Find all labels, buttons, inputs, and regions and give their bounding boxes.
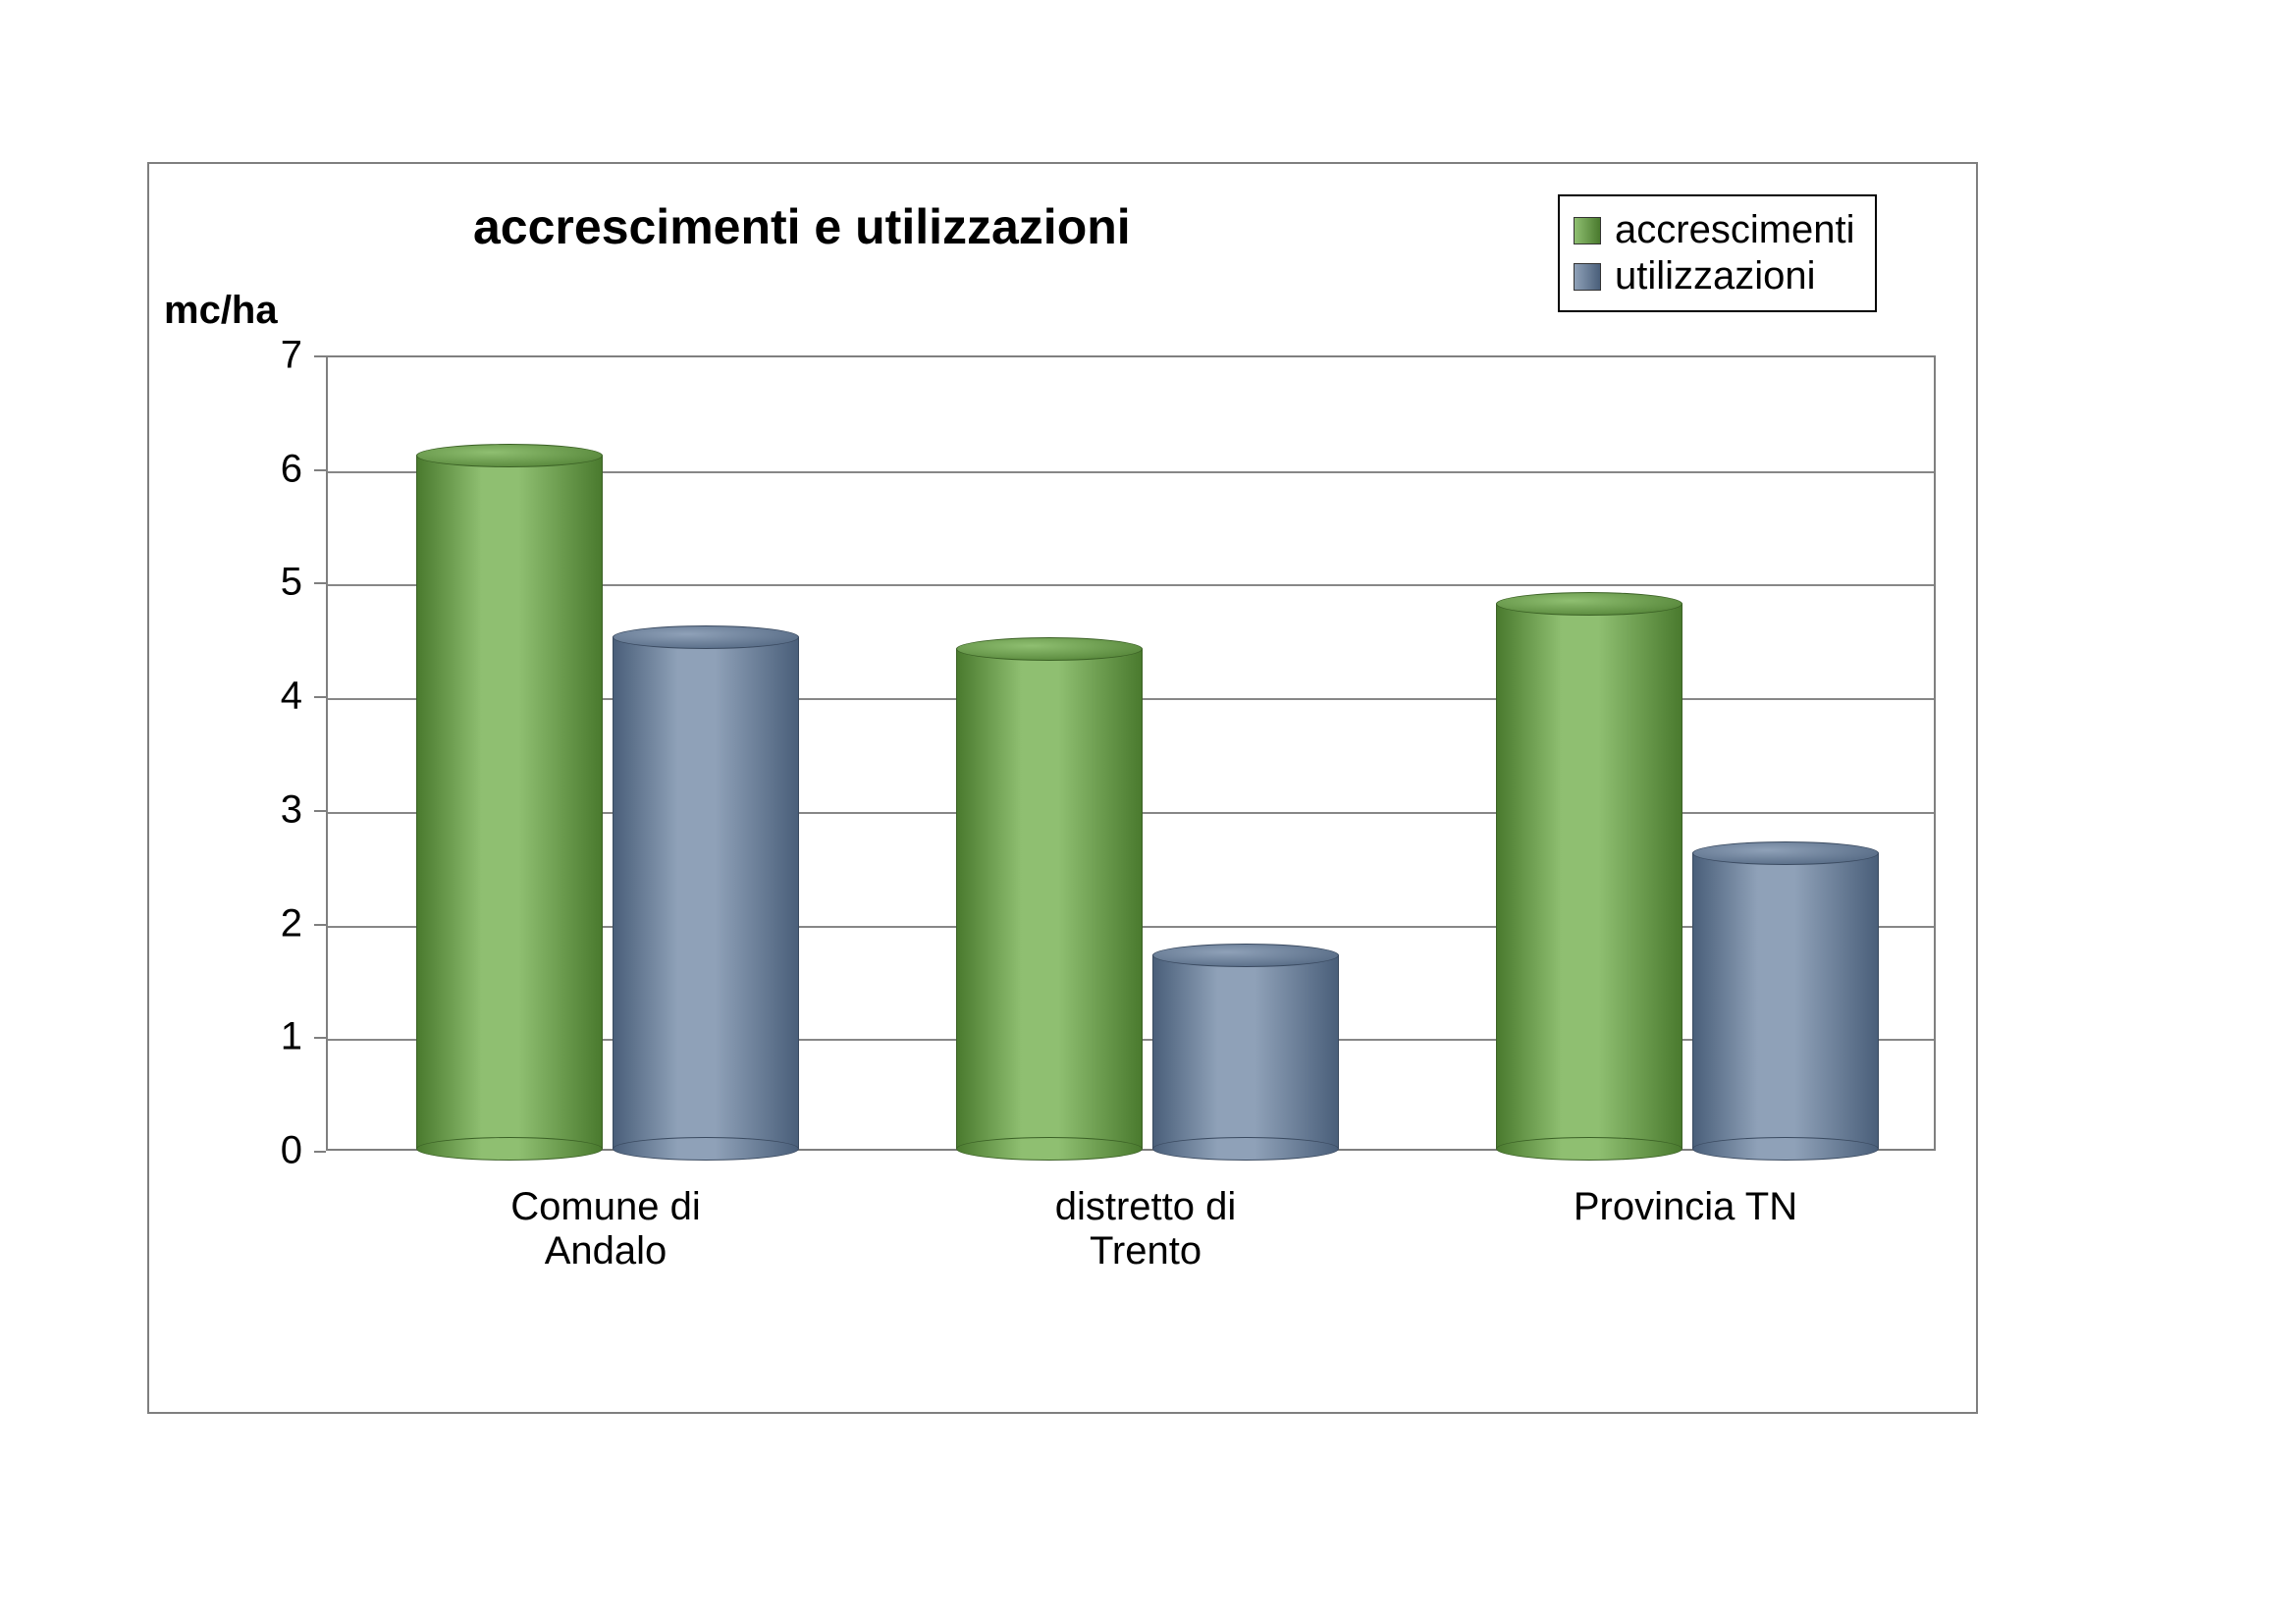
y-tick-mark xyxy=(314,924,326,926)
bar-body xyxy=(956,649,1143,1149)
bar-utilizzazioni xyxy=(1152,944,1339,1149)
y-tick-label: 0 xyxy=(281,1129,302,1173)
bar-cap xyxy=(1496,592,1682,616)
legend-label-utilizzazioni: utilizzazioni xyxy=(1615,254,1816,298)
bar-cap xyxy=(956,637,1143,661)
bar-accrescimenti xyxy=(956,637,1143,1149)
chart-container: accrescimenti e utilizzazioni mc/ha accr… xyxy=(147,162,1978,1414)
legend-label-accrescimenti: accrescimenti xyxy=(1615,208,1855,252)
y-tick-mark xyxy=(314,1037,326,1039)
y-axis-label: mc/ha xyxy=(164,289,278,333)
bar-body xyxy=(1496,604,1682,1149)
y-tick-mark xyxy=(314,582,326,584)
bar-bottom xyxy=(956,1137,1143,1161)
x-category-label: Provincia TN xyxy=(1479,1185,1892,1229)
y-tick-label: 2 xyxy=(281,901,302,946)
bar-bottom xyxy=(1496,1137,1682,1161)
bar-accrescimenti xyxy=(1496,592,1682,1149)
bar-body xyxy=(1152,955,1339,1149)
x-category-label: Comune di Andalo xyxy=(400,1185,812,1273)
y-tick-mark xyxy=(314,469,326,471)
y-tick-mark xyxy=(314,810,326,812)
bar-utilizzazioni xyxy=(1692,841,1879,1149)
plot-area xyxy=(326,355,1936,1151)
bar-bottom xyxy=(1692,1137,1879,1161)
y-tick-label: 4 xyxy=(281,675,302,719)
legend-item-accrescimenti: accrescimenti xyxy=(1574,208,1855,252)
y-tick-mark xyxy=(314,355,326,357)
x-category-label: distretto di Trento xyxy=(939,1185,1352,1273)
bar-bottom xyxy=(416,1137,603,1161)
y-tick-mark xyxy=(314,1151,326,1153)
bar-body xyxy=(613,637,799,1149)
bar-cap xyxy=(1692,841,1879,865)
legend-item-utilizzazioni: utilizzazioni xyxy=(1574,254,1855,298)
legend: accrescimenti utilizzazioni xyxy=(1558,194,1877,312)
bar-utilizzazioni xyxy=(613,625,799,1149)
bar-cap xyxy=(416,444,603,467)
bar-accrescimenti xyxy=(416,444,603,1149)
y-tick-label: 6 xyxy=(281,447,302,491)
y-tick-label: 5 xyxy=(281,561,302,605)
y-tick-label: 1 xyxy=(281,1015,302,1059)
y-tick-label: 7 xyxy=(281,334,302,378)
chart-title: accrescimenti e utilizzazioni xyxy=(473,198,1131,255)
y-tick-label: 3 xyxy=(281,787,302,832)
legend-swatch-accrescimenti xyxy=(1574,217,1601,244)
bar-body xyxy=(416,456,603,1149)
bar-bottom xyxy=(613,1137,799,1161)
page: accrescimenti e utilizzazioni mc/ha accr… xyxy=(0,0,2296,1624)
bar-bottom xyxy=(1152,1137,1339,1161)
bar-body xyxy=(1692,853,1879,1149)
y-tick-mark xyxy=(314,696,326,698)
legend-swatch-utilizzazioni xyxy=(1574,263,1601,291)
